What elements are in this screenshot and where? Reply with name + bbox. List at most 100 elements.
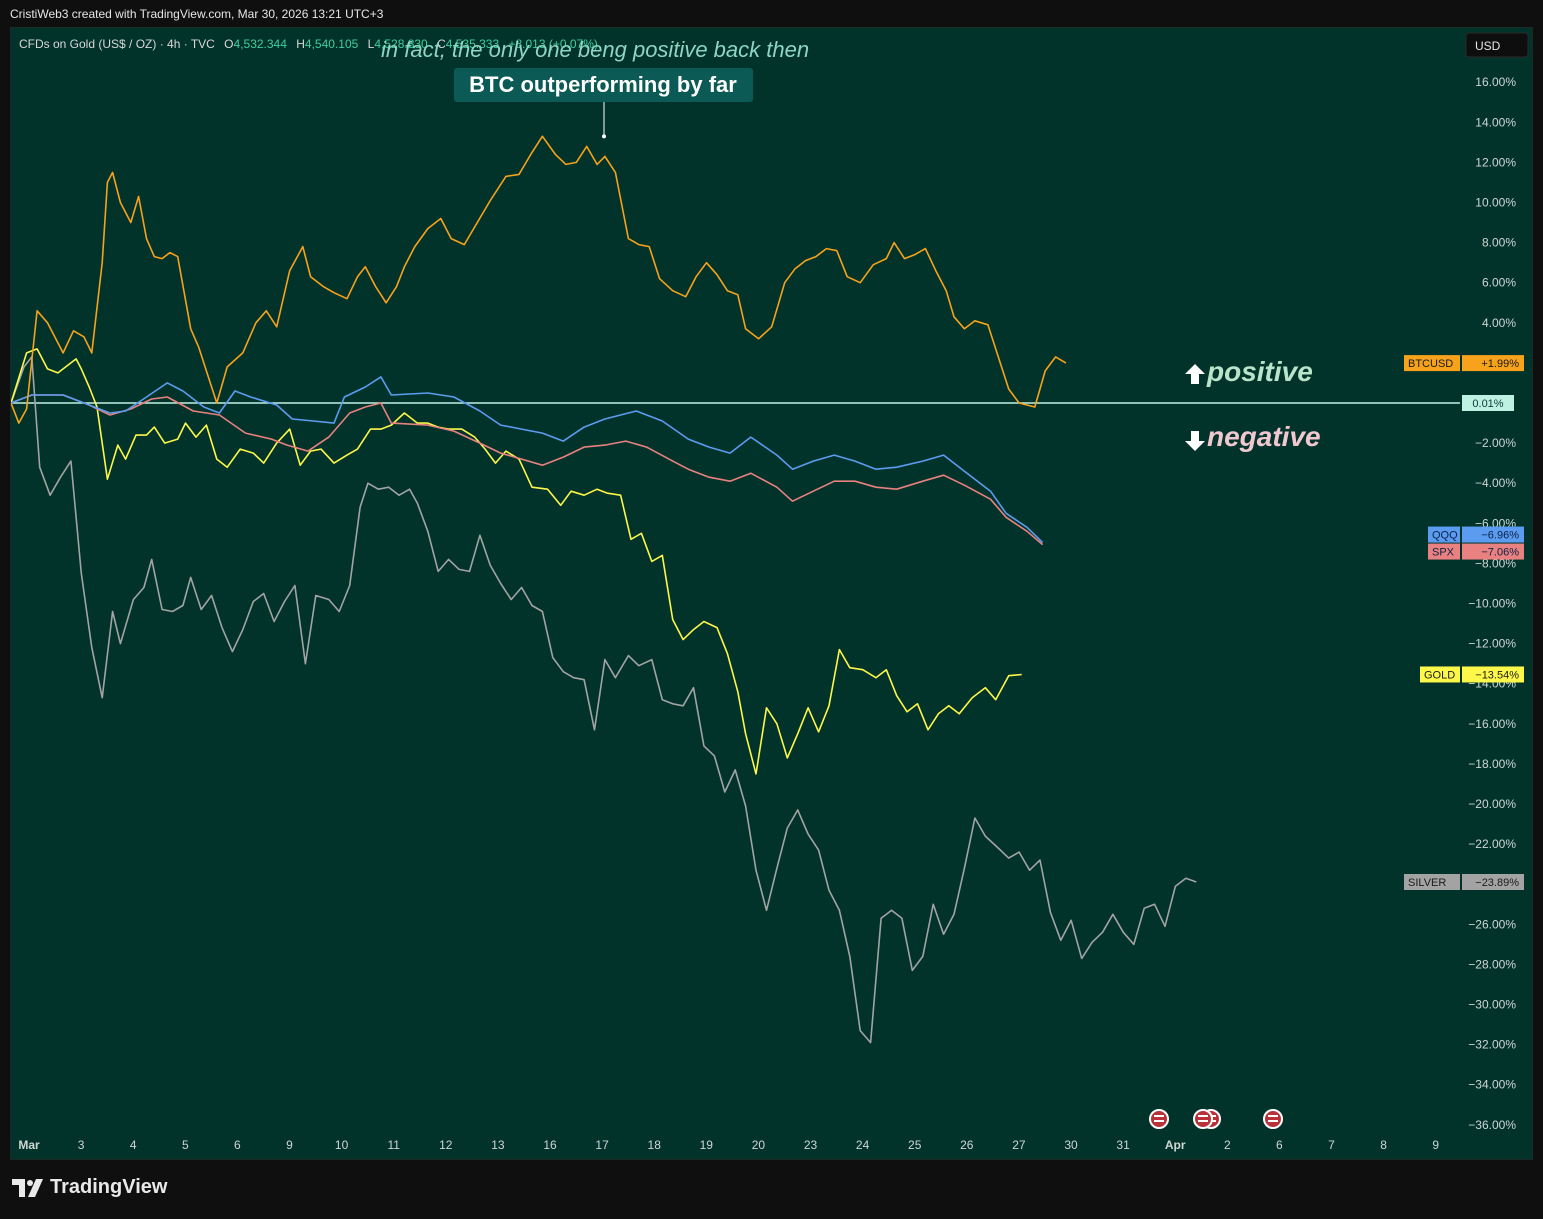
y-tick-label: −20.00%	[1468, 797, 1516, 811]
callout-anchor	[602, 134, 606, 139]
us-flag-event-icon[interactable]	[1149, 1109, 1169, 1129]
series-line-qqq	[10, 376, 1044, 544]
currency-label: USD	[1475, 39, 1501, 53]
y-tick-label: −18.00%	[1468, 757, 1516, 771]
x-tick-label: 23	[804, 1138, 818, 1152]
tradingview-logo[interactable]: TradingView	[12, 1176, 167, 1199]
x-tick-label: 4	[130, 1138, 137, 1152]
y-tick-label: 8.00%	[1482, 236, 1516, 250]
series-line-btcusd	[10, 135, 1067, 424]
legend-line: CFDs on Gold (US$ / OZ) · 4h · TVC O4,53…	[19, 37, 598, 51]
series-label-value: −23.89%	[1475, 877, 1519, 889]
y-tick-label: 14.00%	[1475, 115, 1516, 129]
series-line-spx	[10, 394, 1044, 546]
x-tick-label: 6	[234, 1138, 241, 1152]
negative-annotation: negative	[1185, 421, 1321, 452]
down-arrow-icon	[1185, 431, 1205, 451]
negative-label: negative	[1207, 421, 1321, 452]
legend-high: 4,540.105	[305, 37, 359, 51]
chart-pane[interactable]: CFDs on Gold (US$ / OZ) · 4h · TVC O4,53…	[10, 27, 1533, 1160]
x-tick-label: 3	[78, 1138, 85, 1152]
series-label-value-bg	[1462, 873, 1524, 890]
series-label-name: BTCUSD	[1408, 358, 1453, 370]
y-tick-label: −36.00%	[1468, 1118, 1516, 1132]
zero-value-text: 0.01%	[1472, 398, 1503, 410]
y-tick-label: −28.00%	[1468, 957, 1516, 971]
attribution-text: CristiWeb3 created with TradingView.com,…	[10, 7, 384, 21]
series-label-name-bg	[1404, 355, 1460, 372]
x-tick-label: 24	[856, 1138, 870, 1152]
series-label-value: −13.54%	[1475, 669, 1519, 681]
x-tick-label: 9	[1432, 1138, 1439, 1152]
y-tick-label: −32.00%	[1468, 1038, 1516, 1052]
x-tick-label: 25	[908, 1138, 922, 1152]
x-tick-label: 2	[1224, 1138, 1231, 1152]
series-label-name: QQQ	[1432, 530, 1458, 542]
comparison-chart[interactable]: CFDs on Gold (US$ / OZ) · 4h · TVC O4,53…	[10, 28, 1532, 1159]
series-label-value-bg	[1462, 526, 1524, 543]
x-tick-label: 5	[182, 1138, 189, 1152]
series-label-name-bg	[1428, 543, 1460, 560]
series-label-name-bg	[1404, 873, 1460, 890]
x-tick-label: 6	[1276, 1138, 1283, 1152]
y-tick-label: −16.00%	[1468, 717, 1516, 731]
x-tick-label: 7	[1328, 1138, 1335, 1152]
series-label-spx: SPX −7.06%	[1428, 543, 1524, 560]
zero-value-bg	[1462, 395, 1514, 411]
x-tick-label: 18	[648, 1138, 662, 1152]
series-label-name-bg	[1420, 666, 1460, 683]
y-tick-label: −30.00%	[1468, 998, 1516, 1012]
us-flag-event-icon[interactable]	[1193, 1109, 1213, 1129]
x-tick-label: 12	[439, 1138, 453, 1152]
callout-text: BTC outperforming by far	[469, 72, 737, 97]
x-tick-label: 20	[752, 1138, 766, 1152]
y-tick-label: 10.00%	[1475, 196, 1516, 210]
series-label-name: SPX	[1432, 547, 1455, 559]
currency-button[interactable]: USD	[1465, 32, 1529, 58]
x-tick-label: 31	[1116, 1138, 1130, 1152]
y-tick-label: −8.00%	[1475, 556, 1516, 570]
x-tick-label: 11	[387, 1138, 400, 1152]
legend-low: 4,528.830	[374, 37, 428, 51]
y-tick-label: 12.00%	[1475, 155, 1516, 169]
x-tick-label: 26	[960, 1138, 974, 1152]
series-label-value: +1.99%	[1481, 358, 1519, 370]
series-label-value: −6.96%	[1481, 530, 1519, 542]
series-label-value: −7.06%	[1481, 547, 1519, 559]
series-label-name: GOLD	[1424, 669, 1455, 681]
event-markers[interactable]	[1149, 1109, 1283, 1129]
x-tick-label: 16	[543, 1138, 557, 1152]
legend-close: 4,535.333	[446, 37, 500, 51]
y-tick-label: −12.00%	[1468, 637, 1516, 651]
y-tick-label: 6.00%	[1482, 276, 1516, 290]
x-tick-label: 8	[1380, 1138, 1387, 1152]
series-label-qqq: QQQ −6.96%	[1428, 526, 1524, 543]
y-tick-label: −4.00%	[1475, 476, 1516, 490]
series-label-btcusd: BTCUSD +1.99%	[1404, 355, 1524, 372]
annotation-note: in fact, the only one beng positive back…	[381, 37, 809, 62]
up-arrow-icon	[1185, 364, 1205, 384]
y-tick-label: −26.00%	[1468, 917, 1516, 931]
y-tick-label: −2.00%	[1475, 436, 1516, 450]
y-tick-label: 4.00%	[1482, 316, 1516, 330]
y-tick-label: −10.00%	[1468, 597, 1516, 611]
series-label-value-bg	[1462, 355, 1524, 372]
positive-label: positive	[1206, 356, 1313, 387]
x-tick-label: 27	[1012, 1138, 1026, 1152]
y-tick-label: −22.00%	[1468, 837, 1516, 851]
btc-callout[interactable]: BTC outperforming by far	[454, 68, 753, 139]
series-line-silver	[10, 356, 1197, 1044]
x-tick-label: 13	[491, 1138, 505, 1152]
x-tick-label: 17	[595, 1138, 609, 1152]
series-label-value-bg	[1462, 543, 1524, 560]
x-tick-label: Mar	[18, 1138, 40, 1152]
legend-symbol: CFDs on Gold (US$ / OZ) · 4h · TVC	[19, 37, 215, 51]
zero-value-label: 0.01%	[1462, 395, 1514, 411]
series-line-gold	[10, 348, 1022, 775]
x-tick-label: 19	[700, 1138, 714, 1152]
tradingview-logo-icon	[12, 1178, 43, 1197]
us-flag-event-icon[interactable]	[1263, 1109, 1283, 1129]
series-label-gold: GOLD −13.54%	[1420, 666, 1524, 683]
y-tick-label: 16.00%	[1475, 75, 1516, 89]
series-label-name-bg	[1428, 526, 1460, 543]
